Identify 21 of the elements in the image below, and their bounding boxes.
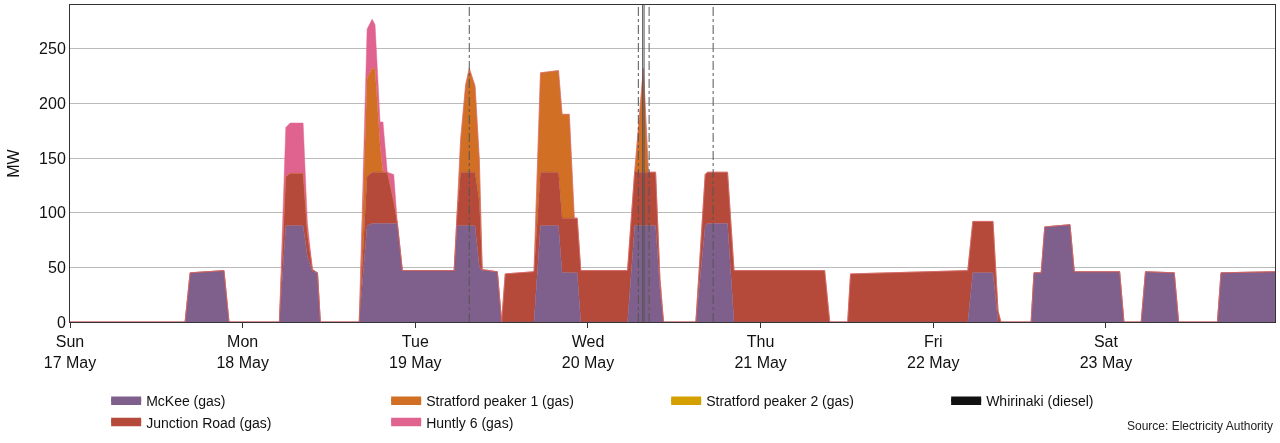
y-tick-label: 150	[39, 149, 66, 167]
x-tick-label: Fri 22 May	[907, 333, 960, 371]
x-tick-label: Mon 18 May	[216, 333, 269, 371]
x-tick-label: Thu 21 May	[734, 333, 787, 371]
legend-label: Huntly 6 (gas)	[426, 414, 514, 431]
legend-label: Whirinaki (diesel)	[986, 393, 1094, 410]
legend-label: Junction Road (gas)	[146, 414, 272, 431]
y-tick-label: 200	[39, 94, 66, 112]
y-tick-label: 250	[39, 40, 66, 58]
x-tick-label: Sun 17 May	[43, 333, 97, 371]
legend-label: Stratford peaker 2 (gas)	[706, 393, 855, 410]
y-tick-label: 100	[39, 204, 66, 222]
legend-label: Stratford peaker 1 (gas)	[426, 393, 575, 410]
legend-label: McKee (gas)	[146, 393, 226, 410]
y-tick-label: 0	[56, 313, 66, 331]
source-note: Source: Electricity Authority	[1127, 419, 1274, 433]
y-tick-label: 50	[48, 258, 66, 276]
y-axis-title: MW	[5, 148, 22, 178]
x-tick-label: Tue 19 May	[389, 333, 442, 371]
x-tick-label: Sat 23 May	[1079, 333, 1133, 371]
x-tick-label: Wed 20 May	[561, 333, 615, 371]
